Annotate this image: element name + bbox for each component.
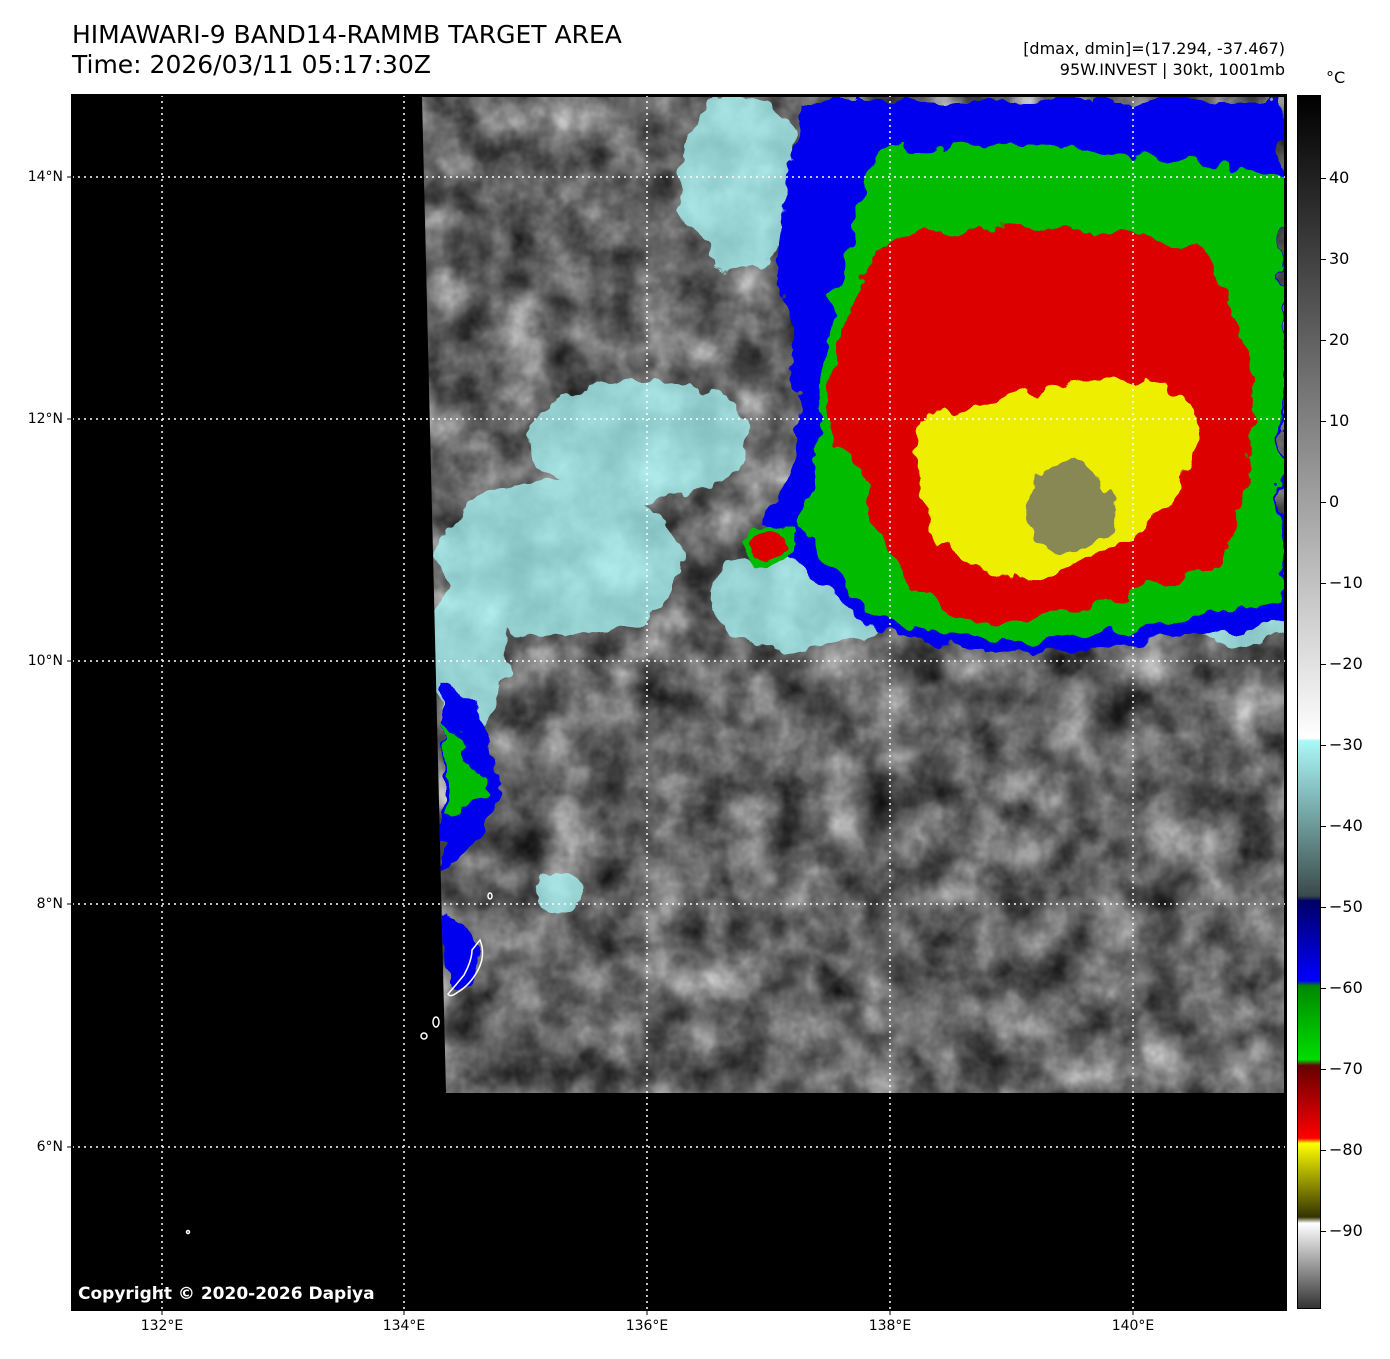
title-line-2: Time: 2026/03/11 05:17:30Z	[72, 50, 431, 79]
colorbar-tick-label: 30	[1329, 249, 1350, 268]
colorbar-tick-label: 0	[1329, 492, 1340, 511]
chart-title: HIMAWARI-9 BAND14-RAMMB TARGET AREA Time…	[72, 20, 622, 80]
colorbar-tick-label: −40	[1329, 816, 1363, 835]
satellite-swath	[422, 97, 1284, 1093]
lat-label-12n: 12°N	[27, 411, 63, 427]
lon-label-134e: 134°E	[382, 1318, 426, 1334]
colorbar-tick-label: 40	[1329, 168, 1350, 187]
colorbar-tick-mark	[1321, 1231, 1326, 1232]
colorbar	[1297, 95, 1321, 1309]
colorbar-tick-label: −50	[1329, 897, 1363, 916]
title-line-1: HIMAWARI-9 BAND14-RAMMB TARGET AREA	[72, 20, 622, 49]
lat-label-10n: 10°N	[27, 653, 63, 669]
range-text: [dmax, dmin]=(17.294, -37.467)	[1023, 39, 1285, 58]
colorbar-tick-label: −90	[1329, 1221, 1363, 1240]
colorbar-tick-label: −60	[1329, 978, 1363, 997]
lat-label-8n: 8°N	[36, 896, 63, 912]
colorbar-tick-mark	[1321, 340, 1326, 341]
colorbar-tick-label: −70	[1329, 1059, 1363, 1078]
storm-text: 95W.INVEST | 30kt, 1001mb	[1059, 60, 1285, 79]
copyright-text: Copyright © 2020-2026 Dapiya	[78, 1284, 375, 1304]
colorbar-tick-mark	[1321, 826, 1326, 827]
colorbar-unit: °C	[1326, 68, 1346, 87]
colorbar-tick-mark	[1321, 664, 1326, 665]
lon-label-140e: 140°E	[1111, 1318, 1155, 1334]
colorbar-tick-mark	[1321, 745, 1326, 746]
colorbar-tick-label: −30	[1329, 735, 1363, 754]
graticule	[72, 95, 1286, 1310]
lon-label-138e: 138°E	[868, 1318, 912, 1334]
convective-cluster	[440, 100, 1284, 994]
colorbar-tick-mark	[1321, 178, 1326, 179]
colorbar-tick-mark	[1321, 583, 1326, 584]
colorbar-tick-mark	[1321, 259, 1326, 260]
lat-label-14n: 14°N	[27, 169, 63, 185]
lat-label-6n: 6°N	[36, 1139, 63, 1155]
colorbar-tick-mark	[1321, 1150, 1326, 1151]
colorbar-tick-mark	[1321, 907, 1326, 908]
colorbar-tick-label: −20	[1329, 654, 1363, 673]
colorbar-tick-label: 10	[1329, 411, 1350, 430]
coastline	[185, 892, 493, 1235]
colorbar-tick-mark	[1321, 1069, 1326, 1070]
colorbar-tick-mark	[1321, 502, 1326, 503]
map-frame	[71, 94, 1287, 1311]
lon-label-136e: 136°E	[625, 1318, 669, 1334]
colorbar-tick-mark	[1321, 988, 1326, 989]
colorbar-tick-label: −10	[1329, 573, 1363, 592]
colorbar-tick-label: 20	[1329, 330, 1350, 349]
colorbar-tick-label: −80	[1329, 1140, 1363, 1159]
lon-label-132e: 132°E	[140, 1318, 184, 1334]
colorbar-tick-mark	[1321, 421, 1326, 422]
axis-ticks	[67, 176, 1134, 1315]
info-block: [dmax, dmin]=(17.294, -37.467) 95W.INVES…	[1023, 38, 1285, 80]
